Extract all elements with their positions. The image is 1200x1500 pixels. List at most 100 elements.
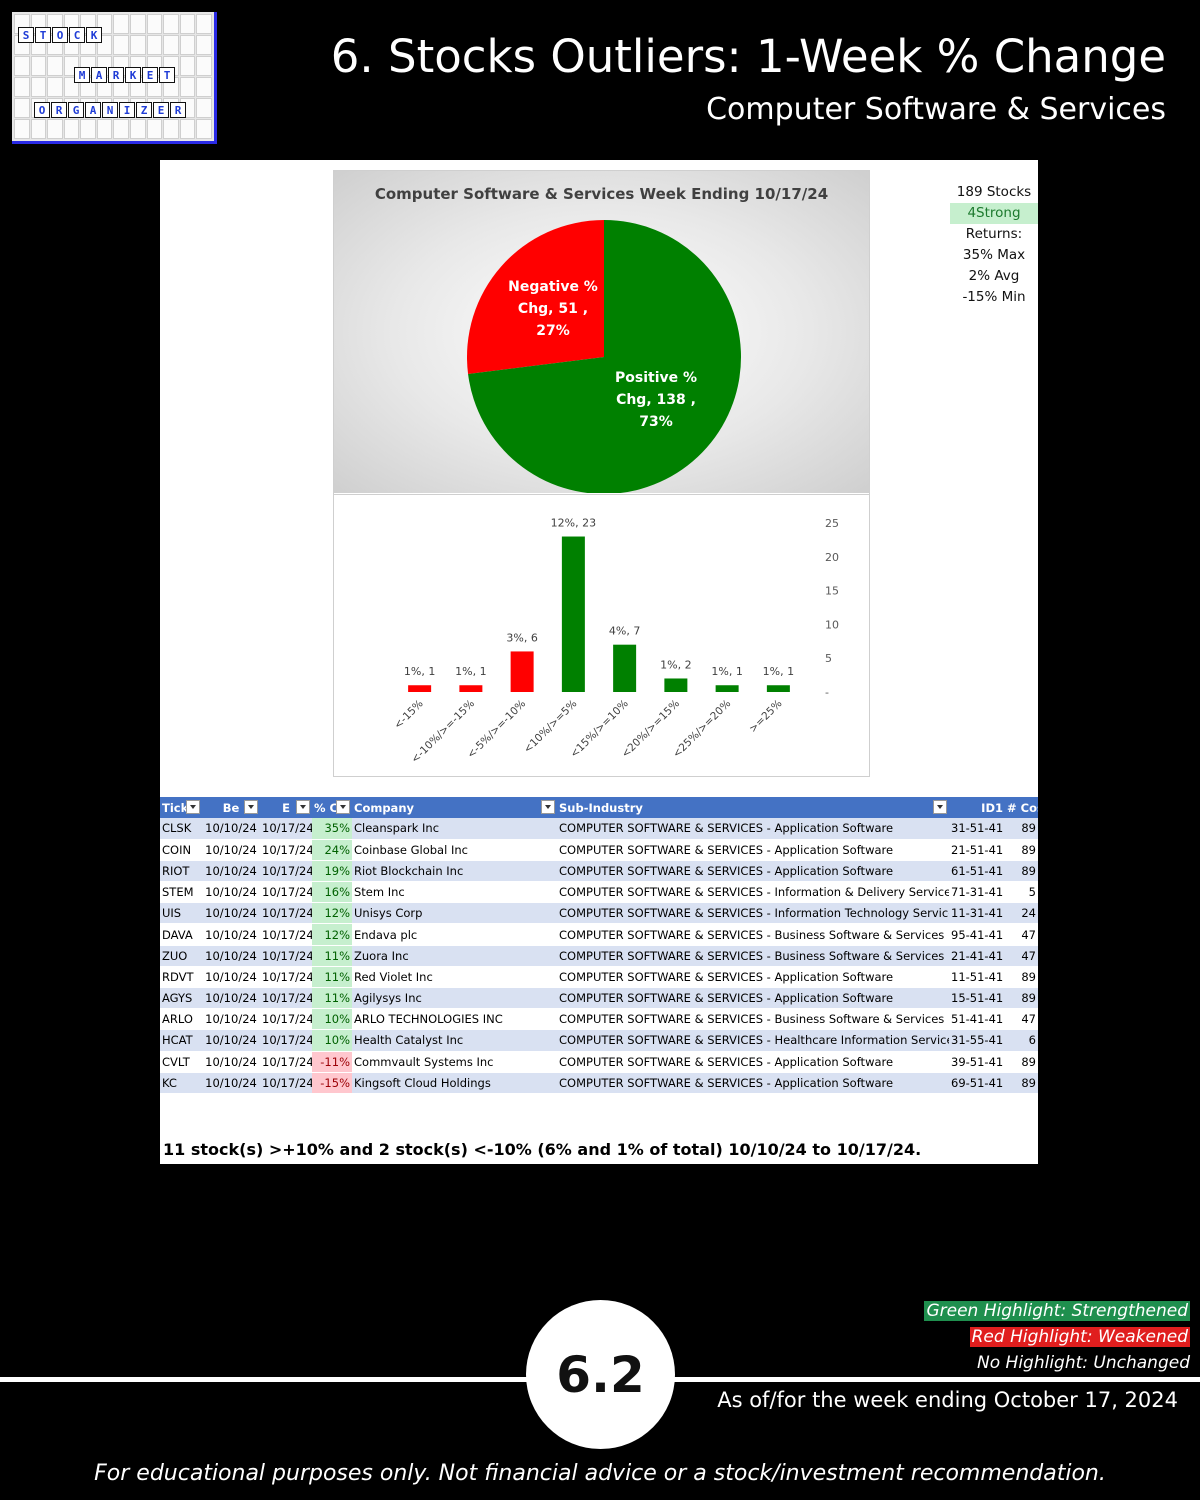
end-date-cell[interactable]: 10/17/24 [260,818,312,840]
pct-change-cell[interactable]: 10% [312,1029,352,1052]
sub-industry-cell[interactable]: COMPUTER SOFTWARE & SERVICES - Business … [557,945,949,967]
sub-industry-cell[interactable]: COMPUTER SOFTWARE & SERVICES - Applicati… [557,987,949,1010]
num-cos-cell[interactable]: 89 [1005,839,1038,861]
id1-cell[interactable]: 69-51-41 [949,1072,1005,1094]
company-cell[interactable]: Red Violet Inc [352,966,557,989]
col-begin[interactable]: Be [202,797,260,818]
company-cell[interactable]: Unisys Corp [352,902,557,925]
num-cos-cell[interactable]: 24 [1005,902,1038,925]
begin-date-cell[interactable]: 10/10/24 [202,881,260,904]
sub-industry-cell[interactable]: COMPUTER SOFTWARE & SERVICES - Applicati… [557,839,949,861]
company-cell[interactable]: Stem Inc [352,881,557,904]
filter-dropdown-icon[interactable] [296,800,310,814]
num-cos-cell[interactable]: 89 [1005,1072,1038,1094]
num-cos-cell[interactable]: 89 [1005,966,1038,989]
ticker-cell[interactable]: DAVA [160,923,202,946]
ticker-cell[interactable]: STEM [160,881,202,904]
begin-date-cell[interactable]: 10/10/24 [202,839,260,861]
begin-date-cell[interactable]: 10/10/24 [202,1008,260,1031]
company-cell[interactable]: Coinbase Global Inc [352,839,557,861]
end-date-cell[interactable]: 10/17/24 [260,881,312,904]
id1-cell[interactable]: 11-31-41 [949,902,1005,925]
company-cell[interactable]: Riot Blockchain Inc [352,860,557,883]
pct-change-cell[interactable]: 24% [312,839,352,861]
table-row[interactable]: RDVT 10/10/24 10/17/24 11% Red Violet Inc COM… [160,966,1038,989]
id1-cell[interactable]: 61-51-41 [949,860,1005,883]
pct-change-cell[interactable]: 11% [312,987,352,1010]
id1-cell[interactable]: 11-51-41 [949,966,1005,989]
id1-cell[interactable]: 39-51-41 [949,1051,1005,1073]
company-cell[interactable]: Zuora Inc [352,945,557,967]
end-date-cell[interactable]: 10/17/24 [260,860,312,883]
id1-cell[interactable]: 31-51-41 [949,818,1005,840]
pct-change-cell[interactable]: 19% [312,860,352,883]
ticker-cell[interactable]: UIS [160,902,202,925]
num-cos-cell[interactable]: 5 [1005,881,1038,904]
company-cell[interactable]: Agilysys Inc [352,987,557,1010]
col-ticker[interactable]: Tick [160,797,202,818]
sub-industry-cell[interactable]: COMPUTER SOFTWARE & SERVICES - Business … [557,923,949,946]
filter-dropdown-icon[interactable] [186,800,200,814]
end-date-cell[interactable]: 10/17/24 [260,1051,312,1073]
ticker-cell[interactable]: CLSK [160,818,202,840]
end-date-cell[interactable]: 10/17/24 [260,839,312,861]
begin-date-cell[interactable]: 10/10/24 [202,902,260,925]
pct-change-cell[interactable]: 12% [312,923,352,946]
end-date-cell[interactable]: 10/17/24 [260,1072,312,1094]
num-cos-cell[interactable]: 47 [1005,923,1038,946]
sub-industry-cell[interactable]: COMPUTER SOFTWARE & SERVICES - Applicati… [557,860,949,883]
num-cos-cell[interactable]: 89 [1005,987,1038,1010]
company-cell[interactable]: Endava plc [352,923,557,946]
num-cos-cell[interactable]: 89 [1005,1051,1038,1073]
table-row[interactable]: HCAT 10/10/24 10/17/24 10% Health Catalyst I… [160,1029,1038,1052]
begin-date-cell[interactable]: 10/10/24 [202,860,260,883]
sub-industry-cell[interactable]: COMPUTER SOFTWARE & SERVICES - Applicati… [557,818,949,840]
pct-change-cell[interactable]: 11% [312,966,352,989]
ticker-cell[interactable]: KC [160,1072,202,1094]
table-row[interactable]: KC 10/10/24 10/17/24 -15% Kingsoft Cloud Hol… [160,1072,1038,1094]
sub-industry-cell[interactable]: COMPUTER SOFTWARE & SERVICES - Informati… [557,902,949,925]
sub-industry-cell[interactable]: COMPUTER SOFTWARE & SERVICES - Applicati… [557,966,949,989]
ticker-cell[interactable]: COIN [160,839,202,861]
begin-date-cell[interactable]: 10/10/24 [202,987,260,1010]
table-row[interactable]: UIS 10/10/24 10/17/24 12% Unisys Corp COMPUTE… [160,902,1038,925]
ticker-cell[interactable]: ZUO [160,945,202,967]
pct-change-cell[interactable]: -15% [312,1072,352,1094]
table-row[interactable]: ZUO 10/10/24 10/17/24 11% Zuora Inc COMPUTER … [160,945,1038,967]
table-row[interactable]: ARLO 10/10/24 10/17/24 10% ARLO TECHNOLOGIES… [160,1008,1038,1031]
col-pct-change[interactable]: % C [312,797,352,818]
pct-change-cell[interactable]: 16% [312,881,352,904]
id1-cell[interactable]: 15-51-41 [949,987,1005,1010]
filter-dropdown-icon[interactable] [933,800,947,814]
sub-industry-cell[interactable]: COMPUTER SOFTWARE & SERVICES - Informati… [557,881,949,904]
pct-change-cell[interactable]: -11% [312,1051,352,1073]
num-cos-cell[interactable]: 47 [1005,945,1038,967]
end-date-cell[interactable]: 10/17/24 [260,945,312,967]
sub-industry-cell[interactable]: COMPUTER SOFTWARE & SERVICES - Healthcar… [557,1029,949,1052]
filter-dropdown-icon[interactable] [244,800,258,814]
end-date-cell[interactable]: 10/17/24 [260,966,312,989]
table-row[interactable]: DAVA 10/10/24 10/17/24 12% Endava plc COMPUTE… [160,923,1038,946]
pct-change-cell[interactable]: 12% [312,902,352,925]
sub-industry-cell[interactable]: COMPUTER SOFTWARE & SERVICES - Business … [557,1008,949,1031]
end-date-cell[interactable]: 10/17/24 [260,902,312,925]
sub-industry-cell[interactable]: COMPUTER SOFTWARE & SERVICES - Applicati… [557,1072,949,1094]
table-row[interactable]: STEM 10/10/24 10/17/24 16% Stem Inc COMPUTER … [160,881,1038,904]
pct-change-cell[interactable]: 11% [312,945,352,967]
begin-date-cell[interactable]: 10/10/24 [202,1051,260,1073]
num-cos-cell[interactable]: 89 [1005,860,1038,883]
col-company[interactable]: Company [352,797,557,818]
id1-cell[interactable]: 21-51-41 [949,839,1005,861]
table-row[interactable]: CLSK 10/10/24 10/17/24 35% Cleanspark Inc COM… [160,818,1038,840]
begin-date-cell[interactable]: 10/10/24 [202,1029,260,1052]
id1-cell[interactable]: 95-41-41 [949,923,1005,946]
filter-dropdown-icon[interactable] [336,800,350,814]
col-end[interactable]: E [260,797,312,818]
id1-cell[interactable]: 31-55-41 [949,1029,1005,1052]
num-cos-cell[interactable]: 47 [1005,1008,1038,1031]
begin-date-cell[interactable]: 10/10/24 [202,923,260,946]
end-date-cell[interactable]: 10/17/24 [260,923,312,946]
sub-industry-cell[interactable]: COMPUTER SOFTWARE & SERVICES - Applicati… [557,1051,949,1073]
ticker-cell[interactable]: AGYS [160,987,202,1010]
company-cell[interactable]: Health Catalyst Inc [352,1029,557,1052]
